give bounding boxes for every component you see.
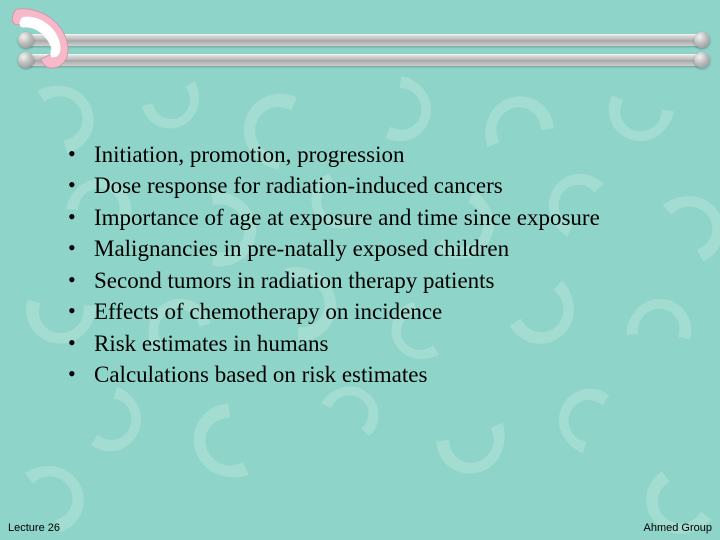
list-item: Dose response for radiation-induced canc… bbox=[62, 171, 672, 200]
bullet-text: Effects of chemotherapy on incidence bbox=[94, 299, 442, 324]
bullet-text: Malignancies in pre-natally exposed chil… bbox=[94, 236, 509, 261]
list-item: Risk estimates in humans bbox=[62, 329, 672, 358]
bullet-text: Calculations based on risk estimates bbox=[94, 362, 427, 387]
list-item: Malignancies in pre-natally exposed chil… bbox=[62, 234, 672, 263]
bullet-list: Initiation, promotion, progression Dose … bbox=[62, 140, 672, 392]
bullet-text: Second tumors in radiation therapy patie… bbox=[94, 268, 495, 293]
bullet-text: Risk estimates in humans bbox=[94, 331, 328, 356]
bullet-text: Importance of age at exposure and time s… bbox=[94, 205, 600, 230]
bullet-text: Dose response for radiation-induced canc… bbox=[94, 173, 503, 198]
list-item: Second tumors in radiation therapy patie… bbox=[62, 266, 672, 295]
slide: Initiation, promotion, progression Dose … bbox=[0, 0, 720, 540]
footer-right: Ahmed Group bbox=[644, 522, 712, 534]
header-bar bbox=[10, 34, 710, 84]
list-item: Initiation, promotion, progression bbox=[62, 140, 672, 169]
bullet-text: Initiation, promotion, progression bbox=[94, 142, 404, 167]
header-rule-top bbox=[24, 34, 704, 46]
header-rule-bottom bbox=[24, 54, 704, 66]
list-item: Calculations based on risk estimates bbox=[62, 360, 672, 389]
list-item: Importance of age at exposure and time s… bbox=[62, 203, 672, 232]
list-item: Effects of chemotherapy on incidence bbox=[62, 297, 672, 326]
boomerang-logo-icon bbox=[2, 2, 77, 62]
footer-left: Lecture 26 bbox=[8, 522, 60, 534]
